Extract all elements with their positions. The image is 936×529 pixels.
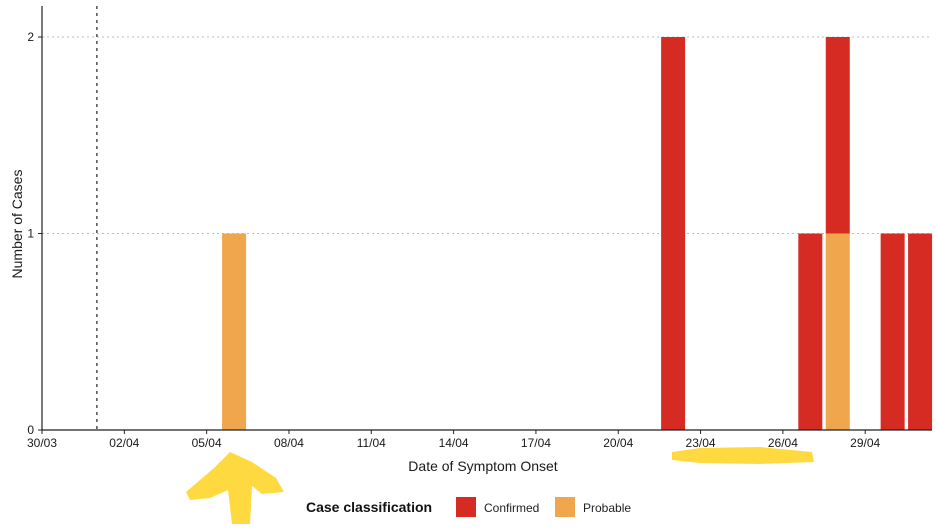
bar-confirmed-30-04 [880, 233, 905, 430]
highlighter-arrow [186, 452, 284, 524]
legend-swatch-confirmed [456, 497, 476, 517]
x-axis-title: Date of Symptom Onset [408, 458, 558, 474]
x-tick-label: 23/04 [686, 436, 716, 450]
x-tick-label: 26/04 [768, 436, 798, 450]
x-tick-label: 02/04 [109, 436, 139, 450]
bars [222, 37, 933, 430]
y-ticks: 0 1 2 [27, 30, 42, 437]
legend: Case classification Confirmed Probable [306, 497, 631, 517]
x-ticks: 30/03 02/04 05/04 08/04 11/04 14/04 17/04 20/04… [27, 430, 881, 450]
highlighter-annotations [186, 447, 814, 524]
legend-title: Case classification [306, 499, 432, 515]
x-tick-label: 11/04 [357, 436, 386, 450]
axes [41, 6, 932, 431]
x-tick-label: 20/04 [603, 436, 633, 450]
y-tick-label: 2 [27, 30, 34, 44]
bar-confirmed-01-05 [908, 233, 933, 430]
legend-label-probable: Probable [583, 501, 631, 515]
legend-swatch-probable [555, 497, 575, 517]
y-tick-label: 1 [27, 227, 34, 241]
bar-confirmed-22-04 [661, 37, 686, 430]
bar-probable-28-04 [825, 233, 850, 430]
x-tick-label: 30/03 [27, 436, 57, 450]
bar-confirmed-28-04 [825, 37, 850, 234]
x-tick-label: 08/04 [274, 436, 304, 450]
x-tick-label: 29/04 [850, 436, 880, 450]
legend-label-confirmed: Confirmed [484, 501, 539, 515]
gridlines [42, 36, 932, 234]
x-tick-label: 14/04 [439, 436, 469, 450]
highlighter-underline [672, 447, 814, 464]
x-tick-label: 05/04 [192, 436, 222, 450]
bar-confirmed-27-04 [798, 233, 823, 430]
x-tick-label: 17/04 [521, 436, 551, 450]
bar-probable-06-04 [222, 233, 247, 430]
y-tick-label: 0 [27, 423, 34, 437]
y-axis-title: Number of Cases [9, 170, 25, 279]
